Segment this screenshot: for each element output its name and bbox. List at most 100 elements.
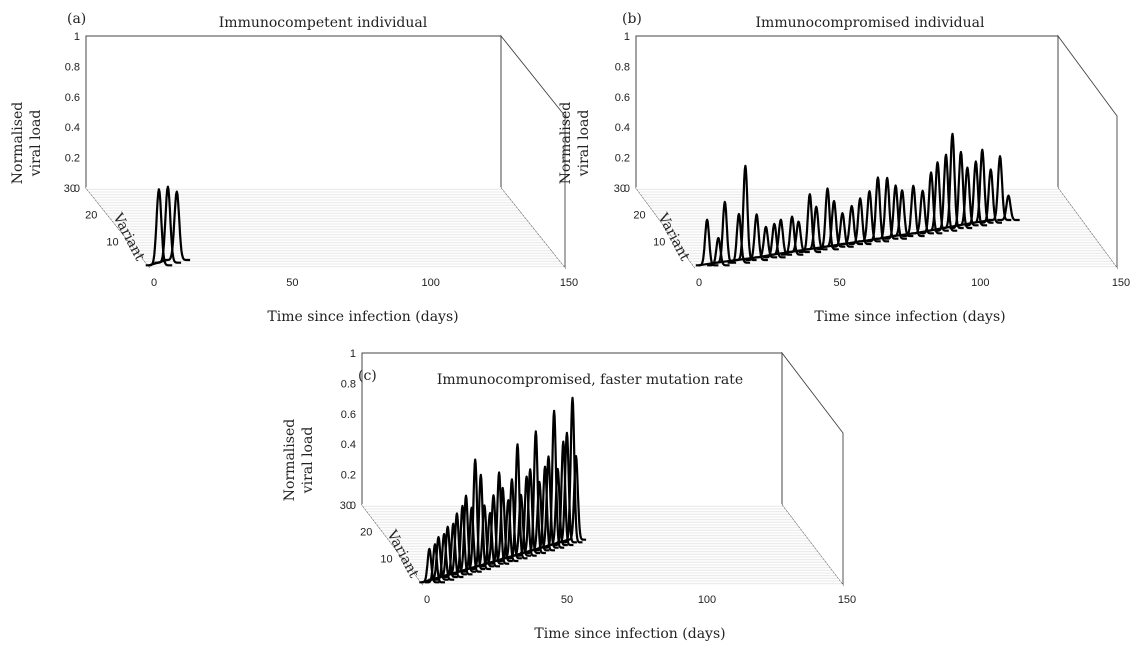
x-tick-label: 100 — [698, 594, 716, 606]
variant-5-curve — [780, 215, 804, 256]
x-tick-label: 150 — [560, 277, 578, 289]
variant-17-curve — [565, 455, 587, 541]
z-tick-label: 0.4 — [615, 122, 630, 134]
z-tick-label: 0.2 — [65, 153, 80, 165]
variant-17-curve — [978, 168, 1003, 224]
emergence-trail — [698, 218, 992, 267]
back-wall — [635, 35, 1059, 189]
variant-10-curve — [506, 443, 529, 560]
variant-1-curve — [424, 543, 446, 584]
variant-9-curve — [497, 499, 519, 563]
variant-13-curve — [919, 171, 943, 235]
x-tick-label: 0 — [696, 277, 702, 289]
z-tick-label: 0.8 — [615, 61, 630, 73]
variant-16-curve — [964, 160, 988, 227]
y-tick-label: 30 — [614, 183, 626, 195]
y-tick-label: 20 — [360, 527, 372, 539]
variant-3-curve — [442, 522, 464, 579]
x-tick-label: 0 — [424, 594, 430, 606]
variant-5-curve — [461, 506, 483, 573]
variant-12-curve — [525, 430, 547, 555]
z-tick-label: 0.6 — [65, 92, 80, 104]
z-tick-label: 0.2 — [615, 153, 630, 165]
y-tick-label: 30 — [340, 500, 352, 512]
x-tick-label: 150 — [1112, 277, 1130, 289]
z-axis-label-line-2: viral load — [28, 110, 44, 178]
z-axis-label-line-2: viral load — [300, 427, 316, 495]
z-axis-label: Normalised viral load — [10, 102, 44, 184]
variant-6-curve — [470, 473, 492, 571]
variant-18-curve — [988, 155, 1012, 222]
x-tick-label: 50 — [561, 594, 573, 606]
variant-18-curve — [996, 194, 1021, 222]
y-tick-label: 20 — [633, 210, 645, 222]
z-axis-label: Normalised viral load — [558, 102, 592, 184]
variant-2-curve — [433, 533, 455, 581]
variant-14-curve — [934, 153, 958, 232]
x-tick-label: 150 — [838, 594, 856, 606]
panel-label: (c) — [358, 368, 377, 384]
variant-4-curve — [451, 504, 474, 576]
variant-8-curve — [488, 471, 510, 565]
variant-6-curve — [798, 193, 822, 254]
z-axis-label-line-1: Normalised — [10, 102, 26, 184]
z-axis-label-line-1: Normalised — [558, 102, 574, 184]
x-tick-label: 50 — [286, 277, 298, 289]
z-tick-label: 0.4 — [65, 122, 80, 134]
variant-7-curve — [815, 187, 840, 251]
variant-10-curve — [866, 176, 890, 243]
variant-15-curve — [552, 440, 574, 547]
variant-3-curve — [163, 190, 191, 262]
variant-14-curve — [543, 409, 565, 549]
z-tick-label: 0 — [350, 500, 356, 512]
back-wall — [85, 35, 502, 189]
variant-15-curve — [949, 150, 973, 230]
variant-9-curve — [848, 197, 872, 246]
y-tick-label: 10 — [380, 553, 392, 565]
z-tick-label: 0.6 — [341, 409, 356, 421]
x-axis-label: Time since infection (days) — [814, 309, 1005, 325]
y-tick-label: 10 — [106, 236, 118, 248]
z-axis-label: Normalised viral load — [282, 419, 316, 501]
z-tick-label: 0.8 — [65, 61, 80, 73]
chart-title: Immunocompromised individual — [756, 15, 985, 31]
z-axis-label-line-1: Normalised — [282, 419, 298, 501]
z-tick-label: 0 — [624, 183, 630, 195]
variant-3-curve — [744, 213, 769, 262]
z-tick-label: 1 — [350, 348, 356, 360]
variant-11-curve — [516, 475, 538, 557]
emergence-trail — [148, 258, 168, 267]
variant-7-curve — [479, 512, 501, 568]
chart-title: Immunocompromised, faster mutation rate — [437, 372, 743, 388]
z-tick-label: 0.8 — [341, 378, 356, 390]
y-tick-label: 30 — [64, 183, 76, 195]
x-tick-label: 100 — [971, 277, 989, 289]
x-tick-label: 0 — [151, 277, 157, 289]
x-axis-label: Time since infection (days) — [534, 626, 725, 642]
variant-1-curve — [706, 236, 731, 267]
panel-label: (b) — [622, 11, 642, 27]
variant-16-curve — [561, 396, 584, 544]
x-axis-label: Time since infection (days) — [267, 309, 458, 325]
panel-label: (a) — [67, 11, 86, 27]
variant-2-curve — [727, 212, 751, 264]
variant-8-curve — [830, 212, 855, 248]
y-tick-label: 10 — [653, 236, 665, 248]
chart-title: Immunocompetent individual — [219, 15, 428, 31]
y-tick-label: 20 — [85, 210, 97, 222]
z-tick-label: 1 — [74, 31, 80, 43]
z-tick-label: 0 — [74, 183, 80, 195]
variant-12-curve — [901, 184, 926, 238]
x-tick-label: 50 — [834, 277, 846, 289]
z-tick-label: 0.6 — [615, 92, 630, 104]
z-tick-label: 0.2 — [341, 470, 356, 482]
x-tick-label: 100 — [421, 277, 439, 289]
z-axis-label-line-2: viral load — [576, 110, 592, 178]
z-tick-label: 1 — [624, 31, 630, 43]
emergence-trail — [421, 538, 569, 584]
variant-11-curve — [883, 184, 908, 240]
